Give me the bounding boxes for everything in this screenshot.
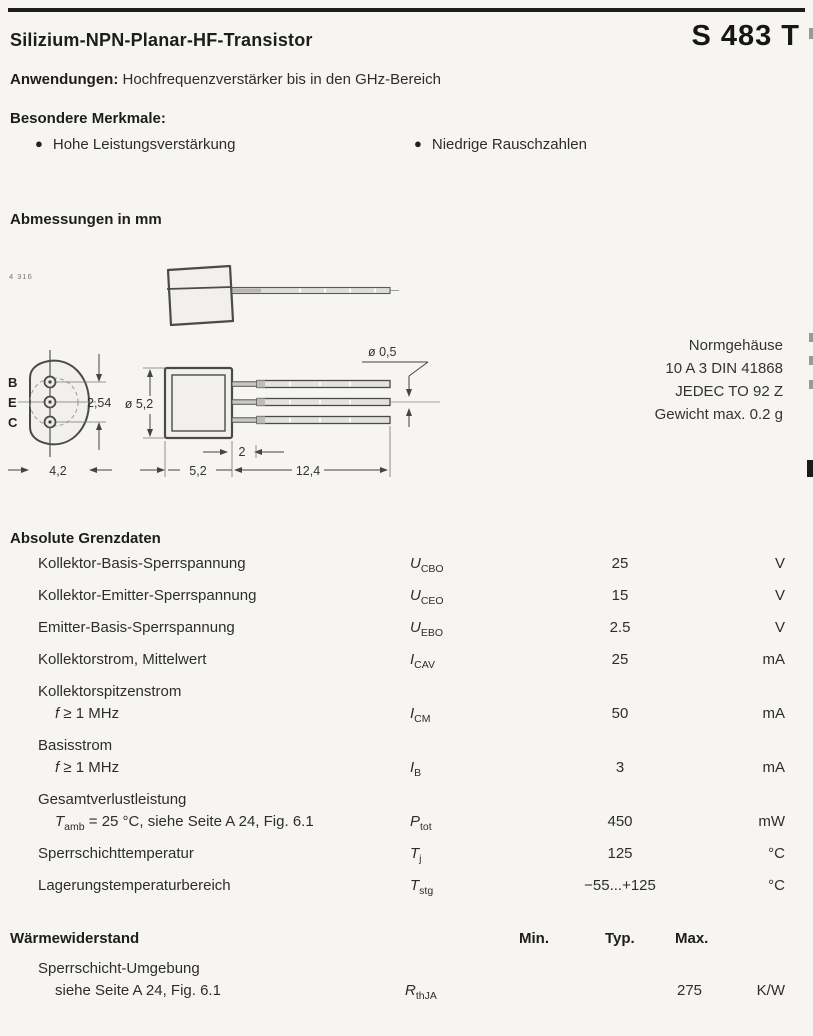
feature-label: Niedrige Rauschzahlen bbox=[431, 136, 587, 153]
top-rule bbox=[8, 8, 805, 12]
row-symbol: IB bbox=[410, 759, 422, 779]
thermal-header: Wärmewiderstand Min. Typ. Max. bbox=[0, 928, 813, 950]
row-label: Kollektorspitzenstrom f ≥ 1 MHz bbox=[38, 683, 182, 722]
table-row: Kollektor-Emitter-Sperrspannung UCEO 15 … bbox=[0, 585, 813, 607]
table-row: Basisstrom f ≥ 1 MHz IB 3 mA bbox=[0, 735, 813, 779]
row-symbol: Ptot bbox=[410, 813, 432, 833]
row-unit: V bbox=[774, 587, 785, 604]
row-max: 275 bbox=[677, 982, 703, 999]
bottom-view: B E C 2,54 4,2 bbox=[8, 350, 112, 478]
row-symbol: UEBO bbox=[410, 619, 444, 639]
row-label: Sperrschichttemperatur bbox=[38, 845, 194, 862]
dim-stub: 2 bbox=[239, 445, 246, 459]
applications-line: Anwendungen: Hochfrequenzverstärker bis … bbox=[10, 71, 441, 88]
row-unit: K/W bbox=[756, 982, 785, 999]
table-row: Kollektorspitzenstrom f ≥ 1 MHz ICM 50 m… bbox=[0, 681, 813, 725]
table-row: Sperrschichttemperatur Tj 125 °C bbox=[0, 843, 813, 865]
part-number: S 483 T bbox=[691, 20, 800, 52]
row-label: Kollektor-Basis-Sperrspannung bbox=[38, 555, 246, 572]
pin-label-e: E bbox=[8, 395, 17, 410]
drawing-number: 4 316 bbox=[9, 272, 33, 281]
page-edge-artifact bbox=[809, 356, 813, 365]
table-row: Kollektorstrom, Mittelwert ICAV 25 mA bbox=[0, 649, 813, 671]
bullet-icon: ● bbox=[35, 136, 43, 151]
row-label: Lagerungstemperaturbereich bbox=[38, 877, 231, 894]
row-symbol: UCEO bbox=[410, 587, 444, 607]
row-symbol: RthJA bbox=[405, 982, 437, 1002]
row-label: Kollektorstrom, Mittelwert bbox=[38, 651, 207, 668]
table-row: Emitter-Basis-Sperrspannung UEBO 2.5 V bbox=[0, 617, 813, 639]
package-info-line: JEDEC TO 92 Z bbox=[675, 383, 783, 400]
row-symbol: ICM bbox=[410, 705, 431, 725]
pin-label-c: C bbox=[8, 415, 18, 430]
row-unit: V bbox=[774, 555, 785, 572]
row-value: 50 bbox=[611, 705, 629, 722]
table-row: Lagerungstemperaturbereich Tstg −55...+1… bbox=[0, 875, 813, 897]
col-typ: Typ. bbox=[605, 930, 635, 947]
feature-item: ● Hohe Leistungsverstärkung bbox=[35, 136, 235, 153]
dim-bottom-width: 4,2 bbox=[49, 464, 66, 478]
ratings-heading: Absolute Grenzdaten bbox=[10, 530, 161, 547]
feature-label: Hohe Leistungsverstärkung bbox=[52, 136, 236, 153]
row-value: 450 bbox=[607, 813, 633, 830]
page-edge-artifact bbox=[809, 380, 813, 389]
row-symbol: Tj bbox=[410, 845, 422, 865]
row-unit: °C bbox=[768, 845, 785, 862]
page-edge-artifact bbox=[809, 28, 813, 39]
row-label: Basisstrom f ≥ 1 MHz bbox=[38, 737, 120, 776]
row-value: 2.5 bbox=[609, 619, 631, 636]
pin-label-b: B bbox=[8, 375, 17, 390]
col-min: Min. bbox=[519, 930, 549, 947]
package-drawing: 4 316 B E bbox=[8, 264, 440, 478]
row-label: Sperrschicht-Umgebung siehe Seite A 24, … bbox=[38, 960, 221, 999]
dim-body-width: 5,2 bbox=[189, 464, 206, 478]
row-symbol: UCBO bbox=[410, 555, 444, 575]
page-edge-artifact bbox=[809, 333, 813, 342]
dim-lead-length: 12,4 bbox=[296, 464, 320, 478]
table-row: Sperrschicht-Umgebung siehe Seite A 24, … bbox=[0, 958, 813, 1002]
row-value: 25 bbox=[611, 651, 629, 668]
row-unit: V bbox=[774, 619, 785, 636]
row-value: 15 bbox=[611, 587, 629, 604]
thermal-section: Wärmewiderstand Min. Typ. Max. Sperrschi… bbox=[0, 928, 813, 1002]
row-unit: mA bbox=[762, 705, 786, 722]
row-label: Kollektor-Emitter-Sperrspannung bbox=[38, 587, 257, 604]
row-value: 25 bbox=[611, 555, 629, 572]
applications-text: Hochfrequenzverstärker bis in den GHz-Be… bbox=[118, 71, 441, 88]
row-value: 3 bbox=[615, 759, 625, 776]
side-view: ø 5,2 ø 0,5 2 5,2 bbox=[125, 345, 440, 478]
row-unit: mA bbox=[762, 759, 786, 776]
dim-pin-pitch: 2,54 bbox=[87, 396, 111, 410]
package-info: Normgehäuse 10 A 3 DIN 41868 JEDEC TO 92… bbox=[655, 334, 783, 426]
applications-label: Anwendungen: bbox=[10, 71, 119, 88]
row-symbol: ICAV bbox=[410, 651, 435, 671]
row-unit: mA bbox=[762, 651, 786, 668]
row-value: −55...+125 bbox=[584, 877, 656, 894]
features-heading: Besondere Merkmale: bbox=[10, 110, 166, 127]
table-row: Kollektor-Basis-Sperrspannung UCBO 25 V bbox=[0, 553, 813, 575]
feature-item: ● Niedrige Rauschzahlen bbox=[414, 136, 587, 153]
dim-body-dia: ø 5,2 bbox=[125, 397, 154, 411]
table-row: Gesamtverlustleistung Tamb = 25 °C, sieh… bbox=[0, 789, 813, 833]
row-label: Gesamtverlustleistung Tamb = 25 °C, sieh… bbox=[38, 791, 314, 833]
row-label: Emitter-Basis-Sperrspannung bbox=[38, 619, 235, 636]
dimensions-heading: Abmessungen in mm bbox=[10, 211, 162, 228]
row-value: 125 bbox=[607, 845, 633, 862]
package-info-line: Normgehäuse bbox=[688, 337, 783, 354]
package-info-line: 10 A 3 DIN 41868 bbox=[665, 360, 783, 377]
leads bbox=[231, 379, 391, 425]
perspective-view bbox=[166, 264, 399, 327]
package-info-line: Gewicht max. 0.2 g bbox=[654, 406, 783, 423]
row-unit: °C bbox=[768, 877, 785, 894]
dim-lead-dia: ø 0,5 bbox=[368, 345, 397, 359]
row-unit: mW bbox=[758, 813, 785, 830]
page-edge-tab bbox=[807, 460, 813, 477]
bullet-icon: ● bbox=[414, 136, 422, 151]
page-title: Silizium-NPN-Planar-HF-Transistor bbox=[10, 30, 313, 50]
col-max: Max. bbox=[675, 930, 709, 947]
ratings-section: Absolute Grenzdaten Kollektor-Basis-Sper… bbox=[0, 528, 813, 907]
row-symbol: Tstg bbox=[410, 877, 434, 897]
thermal-heading: Wärmewiderstand bbox=[10, 930, 140, 947]
